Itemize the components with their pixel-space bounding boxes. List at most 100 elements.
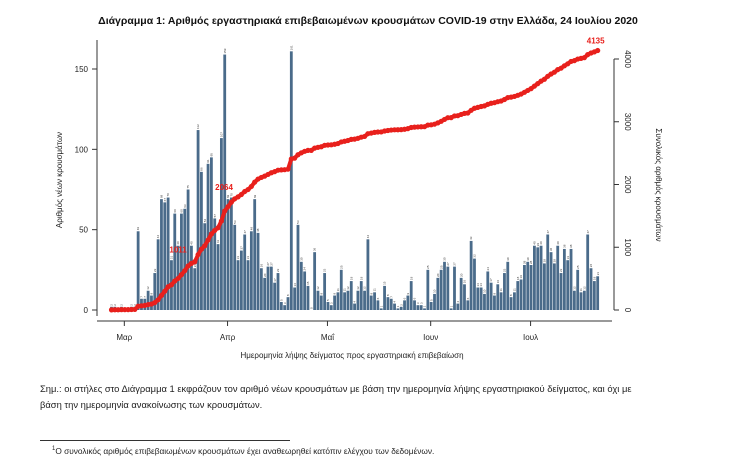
bar [562, 248, 566, 310]
bar [229, 197, 233, 310]
bar [393, 303, 396, 310]
bar [190, 245, 193, 310]
bar-value-label: 16 [463, 280, 467, 284]
bar-value-label: 18 [359, 276, 363, 280]
bar [213, 218, 217, 310]
bar-value-label: 75 [186, 185, 190, 189]
bar-value-label: 25 [576, 265, 580, 269]
bar-value-label: 53 [233, 220, 237, 224]
footnote-text: Ο συνολικός αριθμός επιβεβαιωμένων κρουσ… [55, 446, 435, 456]
bar [326, 301, 330, 310]
bar-value-label: 112 [196, 124, 200, 129]
cumulative-point [292, 155, 298, 161]
bar [153, 273, 157, 310]
bar-value-label: 12 [146, 286, 150, 290]
bar-value-label: 14 [479, 283, 483, 287]
bar [552, 263, 556, 310]
bar [572, 290, 576, 310]
bar [479, 287, 483, 310]
note-line-2: βάση την ημερομηνία ανακοίνωσης των κρου… [40, 399, 263, 410]
bar-value-label: 14 [293, 283, 297, 287]
bar-value-label: 12 [316, 286, 320, 290]
bar-value-label: 29 [552, 259, 556, 263]
bar-value-label: 44 [156, 235, 160, 239]
bar [239, 250, 243, 310]
bar-value-label: 63 [183, 204, 187, 208]
bar-value-label: 18 [516, 276, 520, 280]
bar-value-label: 30 [506, 257, 510, 261]
x-tick-label: Μαρ [116, 333, 132, 342]
bar [259, 268, 263, 310]
bar [476, 287, 480, 310]
bar [346, 290, 350, 310]
bar [339, 269, 343, 310]
bar-value-label: 3 [416, 302, 420, 304]
bar [173, 213, 177, 310]
bar-value-label: 27 [266, 262, 270, 266]
bar [249, 231, 253, 310]
bar [256, 232, 260, 310]
bar-value-label: 44 [366, 235, 370, 239]
bar-value-label: 70 [229, 193, 233, 197]
bar-value-label: 60 [180, 209, 184, 213]
bar-value-label: 31 [170, 256, 174, 260]
bar-value-label: 23 [503, 268, 507, 272]
y-tick-label: 50 [79, 226, 88, 235]
bar-value-label: 15 [306, 281, 310, 285]
bar-value-label: 6 [466, 297, 470, 299]
bar-value-label: 9 [406, 293, 410, 295]
bar [559, 273, 563, 310]
bar-value-label: 60 [173, 209, 177, 213]
bar-value-label: 25 [426, 265, 430, 269]
cumulative-point [248, 183, 254, 190]
bar-value-label: 17 [489, 278, 493, 282]
bar-value-label: 3 [283, 302, 287, 304]
bar-value-label: 28 [529, 260, 533, 264]
bar [413, 300, 416, 310]
cumulative-point [175, 275, 181, 282]
bar-value-label: 32 [473, 254, 477, 258]
bar [466, 300, 470, 310]
bar [160, 199, 163, 310]
bar-value-label: 23 [323, 268, 327, 272]
right-ticks: 0 1000 2000 3000 4000 [614, 50, 632, 313]
cumulative-point [222, 208, 228, 214]
bar [592, 281, 596, 310]
bar-value-label: 86 [200, 167, 204, 171]
bar [379, 308, 383, 310]
cumulative-point [225, 204, 231, 210]
bar [386, 297, 390, 310]
bar [163, 202, 167, 310]
bar [423, 308, 426, 310]
bar-value-label: 10 [433, 289, 437, 293]
bar-value-label: 40 [539, 241, 543, 245]
bar-value-label: 1 [396, 305, 400, 307]
bar [183, 208, 187, 310]
bar [406, 295, 410, 310]
bar [399, 306, 403, 310]
cumulative-line [108, 47, 601, 313]
bar-value-label: 6 [403, 297, 407, 299]
bar-value-label: 36 [549, 247, 553, 251]
footnote-mark: 1 [52, 446, 56, 453]
bar-value-label: 7 [389, 296, 393, 298]
bar-value-label: 30 [299, 257, 303, 261]
bar-value-label: 12 [572, 286, 576, 290]
bar-value-label: 4 [393, 301, 397, 303]
bar [596, 276, 600, 310]
cumulative-point [195, 252, 201, 258]
bar-value-label: 11 [499, 288, 503, 291]
bar-value-label: 19 [519, 275, 523, 279]
bar-value-label: 11 [513, 288, 517, 291]
cumulative-point [202, 243, 208, 249]
bar [253, 199, 257, 310]
bar-value-label: 20 [436, 273, 440, 277]
x-tick-label: Μαΐ [321, 333, 335, 342]
bar [303, 271, 307, 310]
bar [273, 282, 277, 310]
bar-value-label: 57 [213, 214, 217, 218]
bar [336, 292, 340, 310]
bar-value-label: 4 [353, 301, 357, 303]
bar [546, 234, 550, 310]
bar [136, 231, 140, 310]
